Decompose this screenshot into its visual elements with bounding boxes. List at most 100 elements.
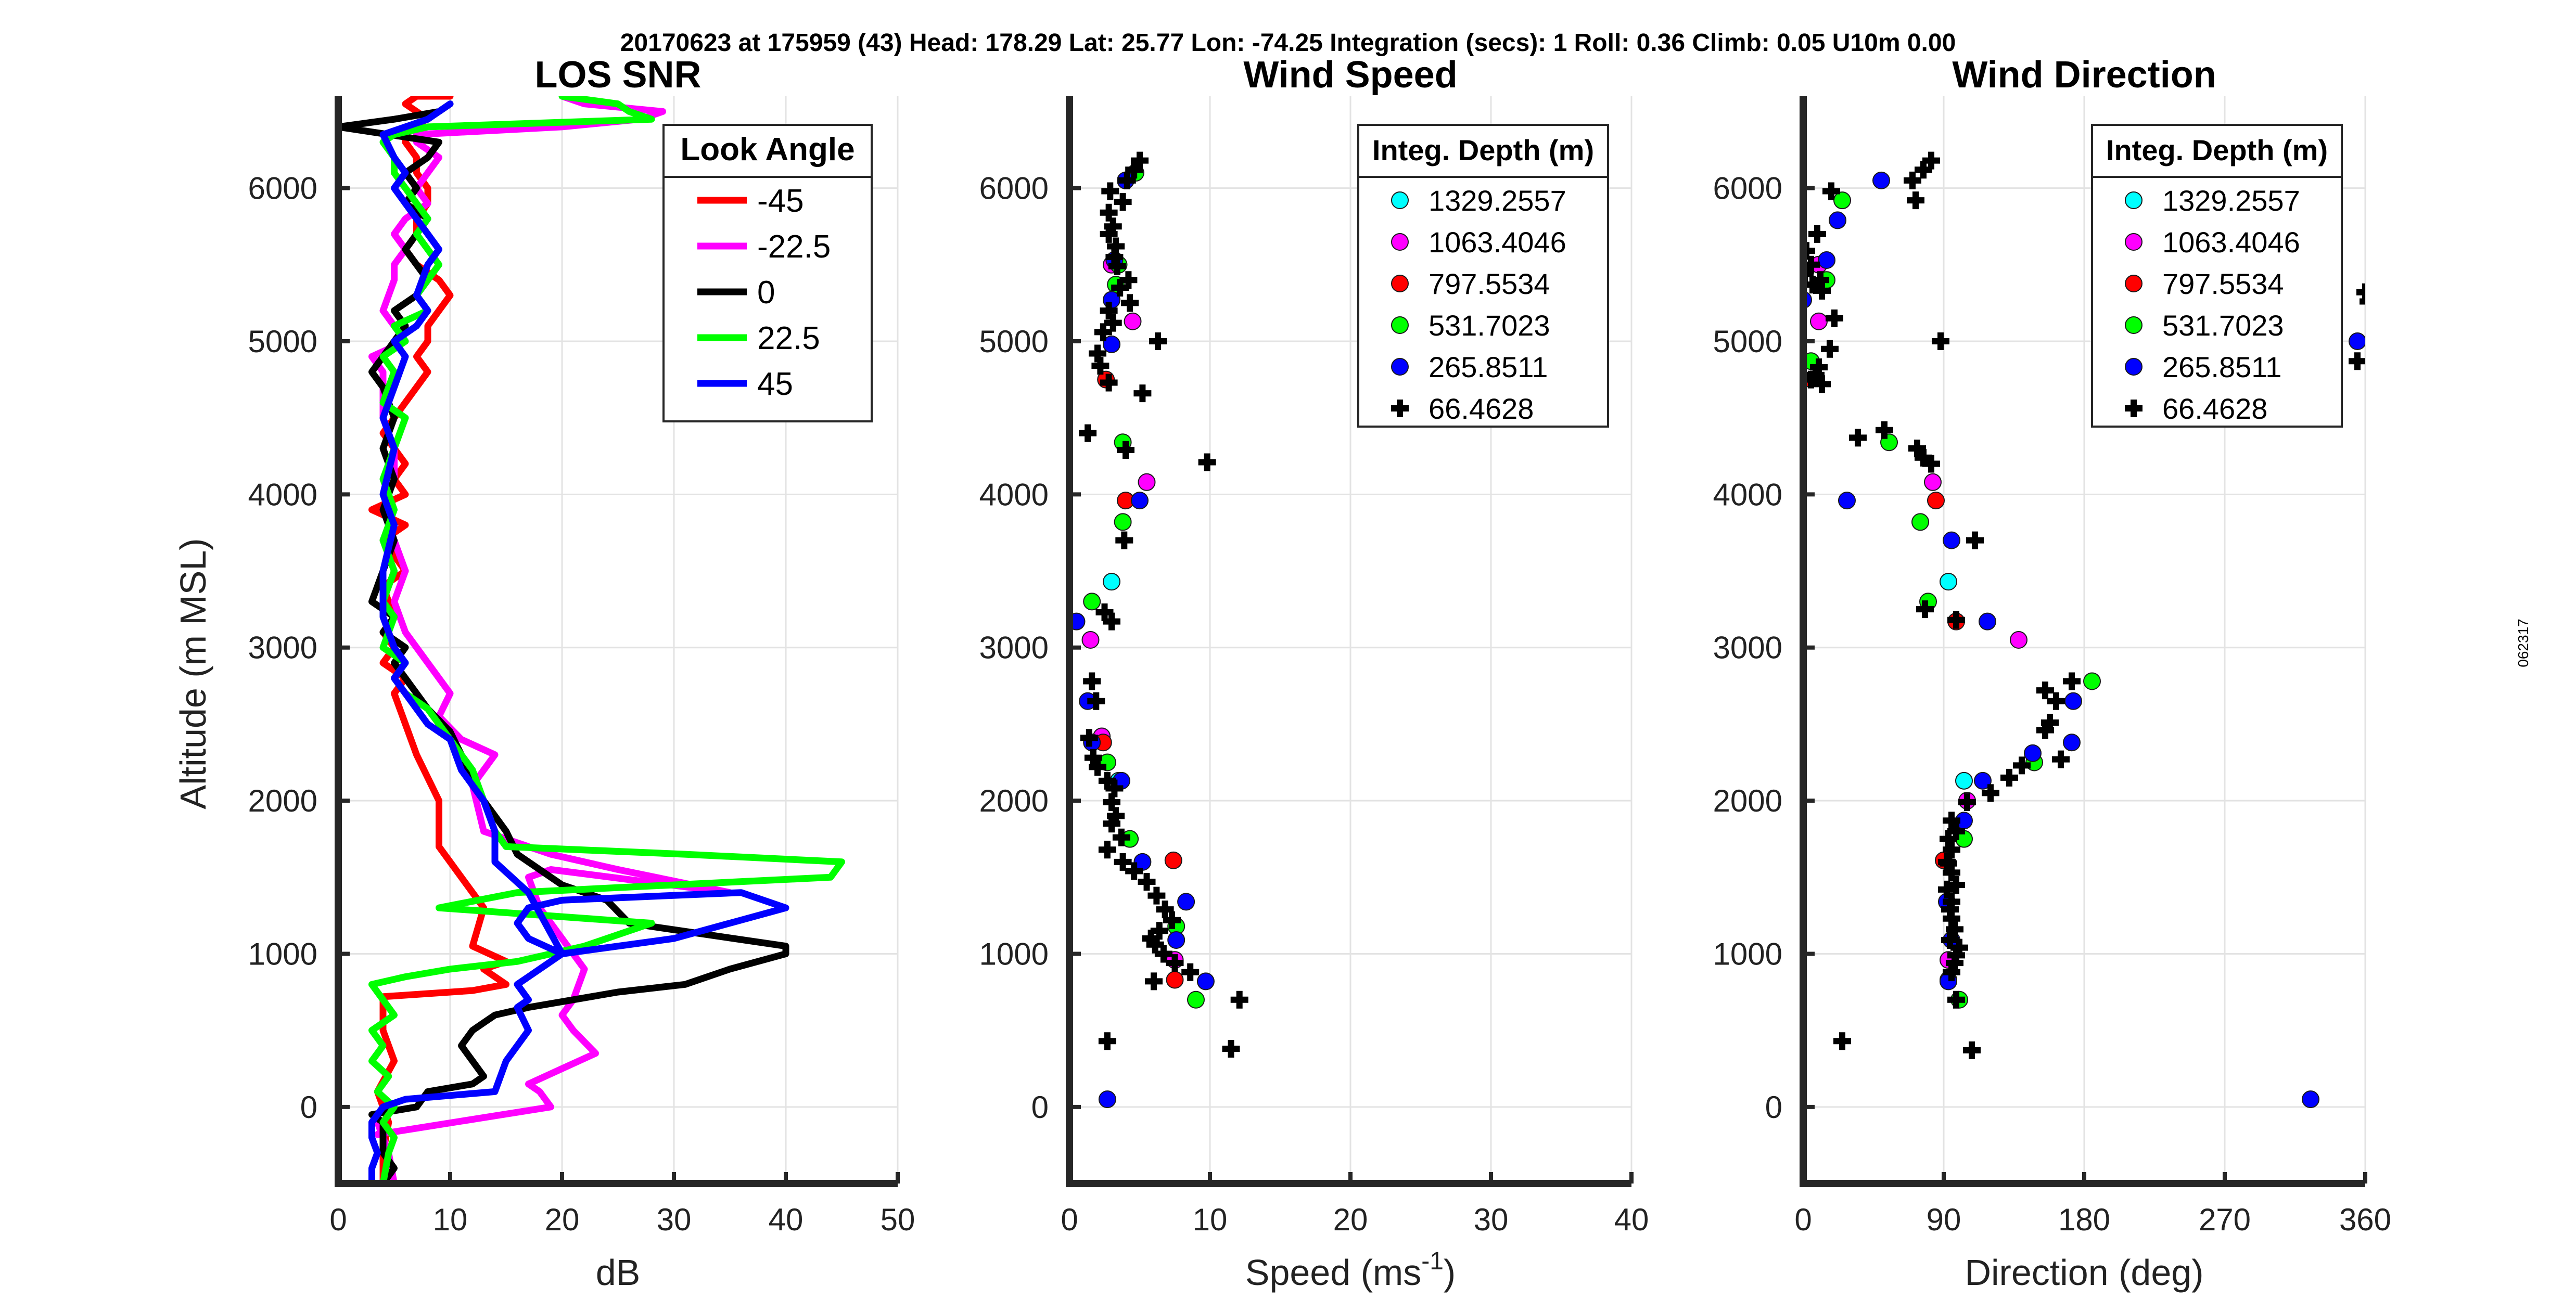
- point-265_8511-6: [1974, 771, 1992, 790]
- plus-marker: [1100, 225, 1118, 243]
- x-axis-label: dB: [596, 1252, 641, 1293]
- x-tick-label-0: 0: [1794, 1202, 1812, 1237]
- point-1329_2557-0: [1940, 573, 1957, 591]
- point-1063_4046-1: [1081, 631, 1100, 649]
- legend-label: -22.5: [757, 229, 831, 265]
- point-265_8511-13: [1818, 251, 1835, 269]
- plus-marker: [1915, 161, 1932, 179]
- plus-marker: [1101, 182, 1119, 200]
- plus-marker: [1958, 793, 1976, 812]
- x-tick-label-4: 40: [769, 1202, 804, 1237]
- point-531_7023-4: [2083, 672, 2101, 690]
- point-1063_4046-3: [1810, 312, 1828, 330]
- y-tick-label-5: 5000: [248, 324, 317, 359]
- legend-entry-531_7023: 531.7023: [1391, 309, 1550, 342]
- plus-marker: [1916, 600, 1934, 619]
- series-line-0: [338, 100, 789, 1184]
- plus-marker: [1198, 453, 1216, 471]
- point-1063_4046-3: [1124, 312, 1142, 330]
- legend-label: 1329.2557: [1429, 184, 1566, 217]
- legend-entry-0: 0: [697, 275, 775, 311]
- legend-label: 1063.4046: [1429, 226, 1566, 259]
- legend: Look Angle -45 -22.5 0 22.5 45: [662, 124, 873, 422]
- legend-label: 45: [757, 366, 793, 402]
- panel-los-snr: 0 10 20 30 40 50 0 1000 2000 3000 4000 5000 6000 LOS …: [248, 54, 915, 1293]
- legend-label: 265.8511: [1429, 351, 1548, 383]
- y-tick-label-2: 2000: [1713, 783, 1782, 818]
- side-label: 062317: [2515, 619, 2531, 667]
- plus-marker: [1145, 972, 1163, 991]
- point-531_7023-9: [1833, 191, 1851, 210]
- plus-marker: [1946, 920, 1963, 938]
- legend-entry-22_5: 22.5: [697, 320, 820, 356]
- series-line-45: [368, 100, 789, 1184]
- x-tick-label-2: 20: [1333, 1202, 1368, 1237]
- panel-title: Wind Speed: [1243, 54, 1457, 96]
- legend-label: 22.5: [757, 320, 820, 356]
- legend-marker: [2125, 191, 2143, 209]
- legend-entry-1063_4046: 1063.4046: [1391, 226, 1566, 259]
- plus-marker: [1922, 151, 1940, 170]
- plus-marker: [1163, 911, 1181, 929]
- x-label-end: ): [1444, 1252, 1456, 1293]
- x-tick-label-3: 30: [657, 1202, 692, 1237]
- plus-marker: [1907, 191, 1924, 210]
- legend-label: 0: [757, 275, 775, 311]
- plus-marker: [1083, 672, 1101, 690]
- y-tick-label-0: 0: [300, 1090, 317, 1125]
- plus-marker: [1146, 935, 1164, 954]
- legend-title: Integ. Depth (m): [2106, 134, 2328, 166]
- legend-marker: [1391, 275, 1409, 292]
- plus-marker: [1103, 612, 1120, 631]
- legend-entry--22_5: -22.5: [697, 229, 831, 265]
- legend-marker: [2125, 316, 2143, 334]
- y-tick-label-4: 4000: [979, 477, 1049, 512]
- y-tick-label-4: 4000: [248, 477, 317, 512]
- plus-marker: [1943, 963, 1960, 981]
- point-1063_4046-0: [1924, 473, 1942, 491]
- legend-label: 797.5534: [1429, 267, 1550, 300]
- plus-marker: [1114, 853, 1132, 871]
- point-265_8511-10: [1103, 335, 1120, 353]
- plus-marker: [1941, 931, 1959, 949]
- panel-wind-speed: 0 10 20 30 40 0 1000 2000 3000 4000 5000 6000 Wind S…: [979, 54, 1649, 1293]
- legend-label: 1063.4046: [2162, 226, 2300, 259]
- plus-marker: [1982, 784, 1999, 802]
- x-tick-label-1: 90: [1927, 1202, 1961, 1237]
- legend-marker: [1391, 358, 1409, 376]
- legend-label: 66.4628: [1429, 392, 1534, 425]
- data-layer: [1069, 151, 1248, 1109]
- plus-marker: [1121, 294, 1139, 312]
- x-tick-label-4: 360: [2339, 1202, 2391, 1237]
- plus-marker: [1822, 182, 1840, 200]
- point-797_5534-3: [1164, 851, 1182, 869]
- point-1329_2557-0: [1103, 573, 1120, 591]
- plus-marker: [1133, 384, 1152, 403]
- y-tick-label-2: 2000: [979, 783, 1049, 818]
- plus-marker: [1904, 171, 1921, 189]
- legend-box: [662, 124, 873, 422]
- plus-marker: [1821, 340, 1839, 358]
- plus-marker: [1117, 441, 1134, 459]
- plus-marker: [2349, 352, 2365, 370]
- plus-marker: [1098, 1032, 1116, 1050]
- suptitle: 20170623 at 175959 (43) Head: 178.29 Lat…: [620, 29, 1956, 57]
- plus-marker: [1938, 853, 1956, 871]
- plus-marker: [1149, 332, 1167, 350]
- y-tick-label-1: 1000: [248, 936, 317, 971]
- legend-entry-265_8511: 265.8511: [2125, 351, 2281, 383]
- plus-marker: [2360, 298, 2365, 305]
- plus-marker: [1131, 151, 1149, 170]
- x-axis-label: Speed (ms-1): [1245, 1247, 1456, 1293]
- plus-marker: [2013, 756, 2031, 775]
- plus-marker: [1932, 332, 1949, 350]
- x-label-main: Speed (ms: [1245, 1252, 1421, 1293]
- plus-marker: [1154, 945, 1172, 963]
- plus-marker: [1125, 862, 1143, 880]
- legend-label: 531.7023: [1429, 309, 1550, 342]
- plus-marker: [1947, 991, 1965, 1009]
- x-tick-label-2: 180: [2058, 1202, 2110, 1237]
- plus-marker: [1098, 841, 1116, 859]
- point-265_8511-11: [2302, 1090, 2319, 1109]
